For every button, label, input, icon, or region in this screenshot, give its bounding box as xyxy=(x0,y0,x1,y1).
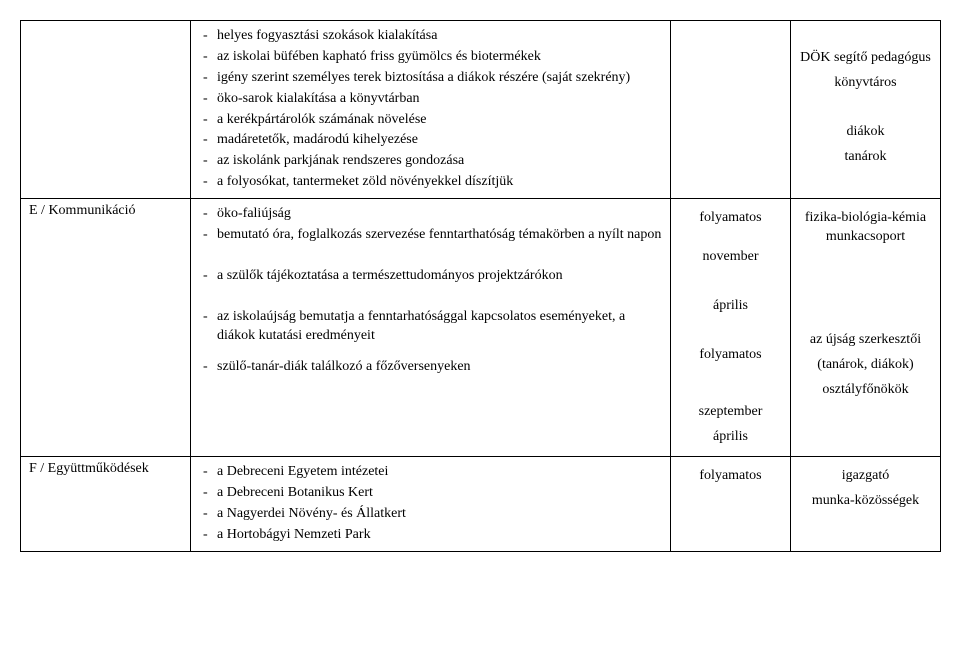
list-item: az iskolánk parkjának rendszeres gondozá… xyxy=(199,152,662,171)
item-list: a Debreceni Egyetem intézetei a Debrecen… xyxy=(199,463,662,545)
responsible-text: tanárok xyxy=(799,148,932,167)
item-text: az iskolai büfében kapható friss gyümölc… xyxy=(217,49,541,64)
item-text: a Debreceni Botanikus Kert xyxy=(217,485,373,500)
responsible-text: osztályfőnökök xyxy=(799,381,932,400)
row-label-cell xyxy=(21,21,191,199)
responsible-text: diákok xyxy=(799,123,932,142)
timing-text: április xyxy=(679,297,782,316)
items-cell: a Debreceni Egyetem intézetei a Debrecen… xyxy=(191,457,671,552)
list-item: a Debreceni Egyetem intézetei xyxy=(199,463,662,482)
item-text: a Hortobágyi Nemzeti Park xyxy=(217,527,371,542)
item-text: a Debreceni Egyetem intézetei xyxy=(217,464,388,479)
list-item: a szülők tájékoztatása a természettudomá… xyxy=(199,267,662,286)
item-text: a Nagyerdei Növény- és Állatkert xyxy=(217,506,406,521)
timing-text: szeptember xyxy=(679,403,782,422)
list-item: bemutató óra, foglalkozás szervezése fen… xyxy=(199,226,662,245)
responsible-text: könyvtáros xyxy=(799,74,932,93)
list-item: a Debreceni Botanikus Kert xyxy=(199,484,662,503)
item-list: az iskolaújság bemutatja a fenntarhatósá… xyxy=(199,308,662,346)
responsible-text: (tanárok, diákok) xyxy=(799,356,932,375)
item-text: a folyosókat, tantermeket zöld növényekk… xyxy=(217,174,513,189)
list-item: a folyosókat, tantermeket zöld növényekk… xyxy=(199,173,662,192)
table-row: E / Kommunikáció öko-faliújság bemutató … xyxy=(21,199,941,457)
item-text: az iskolánk parkjának rendszeres gondozá… xyxy=(217,153,464,168)
responsible-cell: fizika-biológia-kémia munkacsoport az új… xyxy=(791,199,941,457)
item-text: szülő-tanár-diák találkozó a főzőverseny… xyxy=(217,359,471,374)
row-label: F / Együttműködések xyxy=(29,461,149,476)
item-text: a szülők tájékoztatása a természettudomá… xyxy=(217,268,563,283)
list-item: öko-faliújság xyxy=(199,205,662,224)
table-row: helyes fogyasztási szokások kialakítása … xyxy=(21,21,941,199)
responsible-text: munka-közösségek xyxy=(799,492,932,511)
list-item: a Nagyerdei Növény- és Állatkert xyxy=(199,505,662,524)
items-cell: helyes fogyasztási szokások kialakítása … xyxy=(191,21,671,199)
responsible-text: fizika-biológia-kémia munkacsoport xyxy=(799,209,932,247)
list-item: az iskolaújság bemutatja a fenntarhatósá… xyxy=(199,308,662,346)
item-list: a szülők tájékoztatása a természettudomá… xyxy=(199,267,662,286)
timing-cell: folyamatos xyxy=(671,457,791,552)
responsible-text: DÖK segítő pedagógus xyxy=(799,49,932,68)
item-list: szülő-tanár-diák találkozó a főzőverseny… xyxy=(199,358,662,377)
list-item: az iskolai büfében kapható friss gyümölc… xyxy=(199,48,662,67)
item-text: madáretetők, madárodú kihelyezése xyxy=(217,132,418,147)
responsible-text: az újság szerkesztői xyxy=(799,331,932,350)
timing-text: folyamatos xyxy=(679,467,782,486)
timing-cell: folyamatos november április folyamatos s… xyxy=(671,199,791,457)
timing-text: folyamatos xyxy=(679,346,782,365)
items-cell: öko-faliújság bemutató óra, foglalkozás … xyxy=(191,199,671,457)
item-list: öko-faliújság bemutató óra, foglalkozás … xyxy=(199,205,662,245)
responsible-cell: igazgató munka-közösségek xyxy=(791,457,941,552)
list-item: szülő-tanár-diák találkozó a főzőverseny… xyxy=(199,358,662,377)
responsible-text: igazgató xyxy=(799,467,932,486)
item-list: helyes fogyasztási szokások kialakítása … xyxy=(199,27,662,192)
table-row: F / Együttműködések a Debreceni Egyetem … xyxy=(21,457,941,552)
list-item: a kerékpártárolók számának növelése xyxy=(199,111,662,130)
list-item: igény szerint személyes terek biztosítás… xyxy=(199,69,662,88)
timing-cell xyxy=(671,21,791,199)
row-label-cell: E / Kommunikáció xyxy=(21,199,191,457)
item-text: öko-faliújság xyxy=(217,206,291,221)
row-label: E / Kommunikáció xyxy=(29,203,136,218)
item-text: bemutató óra, foglalkozás szervezése fen… xyxy=(217,227,661,242)
list-item: helyes fogyasztási szokások kialakítása xyxy=(199,27,662,46)
timing-text: november xyxy=(679,248,782,267)
item-text: helyes fogyasztási szokások kialakítása xyxy=(217,28,437,43)
timing-text: folyamatos xyxy=(679,209,782,228)
row-label-cell: F / Együttműködések xyxy=(21,457,191,552)
timing-text: április xyxy=(679,428,782,447)
list-item: madáretetők, madárodú kihelyezése xyxy=(199,131,662,150)
item-text: a kerékpártárolók számának növelése xyxy=(217,112,427,127)
item-text: az iskolaújság bemutatja a fenntarhatósá… xyxy=(217,309,625,343)
list-item: öko-sarok kialakítása a könyvtárban xyxy=(199,90,662,109)
responsible-cell: DÖK segítő pedagógus könyvtáros diákok t… xyxy=(791,21,941,199)
item-text: öko-sarok kialakítása a könyvtárban xyxy=(217,91,420,106)
list-item: a Hortobágyi Nemzeti Park xyxy=(199,526,662,545)
document-table: helyes fogyasztási szokások kialakítása … xyxy=(20,20,941,552)
item-text: igény szerint személyes terek biztosítás… xyxy=(217,70,630,85)
